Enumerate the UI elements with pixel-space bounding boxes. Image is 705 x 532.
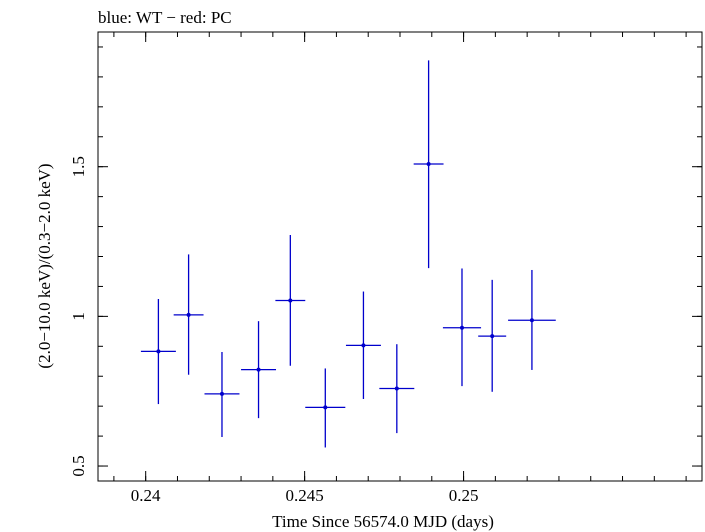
data-point	[379, 344, 415, 434]
y-tick-label: 1	[69, 312, 88, 321]
point-marker	[394, 386, 399, 391]
data-point	[305, 368, 346, 448]
point-marker	[323, 405, 328, 410]
point-marker	[186, 312, 191, 317]
point-marker	[219, 391, 224, 396]
data-point	[508, 269, 556, 370]
x-axis-label: Time Since 56574.0 MJD (days)	[272, 512, 494, 531]
point-marker	[426, 162, 431, 167]
chart-title: blue: WT − red: PC	[98, 8, 232, 27]
data-point	[345, 291, 381, 399]
point-marker	[361, 343, 366, 348]
x-tick-label: 0.25	[449, 486, 479, 505]
x-tick-label: 0.245	[286, 486, 324, 505]
data-point	[241, 321, 277, 419]
point-marker	[156, 349, 161, 354]
x-tick-label: 0.24	[131, 486, 161, 505]
point-marker	[529, 318, 534, 323]
data-point	[140, 299, 176, 405]
data-point	[173, 254, 204, 375]
y-axis-label: (2.0−10.0 keV)/(0.3−2.0 keV)	[35, 163, 54, 368]
y-tick-label: 1.5	[69, 156, 88, 177]
point-marker	[459, 325, 464, 330]
point-marker	[288, 298, 293, 303]
data-point	[413, 60, 444, 269]
point-marker	[490, 334, 495, 339]
data-points	[140, 60, 556, 448]
data-point	[204, 351, 240, 437]
data-point	[275, 234, 306, 366]
data-point	[442, 268, 482, 387]
point-marker	[256, 367, 261, 372]
axis-ticks: 0.24 0.245 0.25 0.5 1 1.5	[69, 32, 702, 505]
y-tick-label: 0.5	[69, 455, 88, 476]
data-point	[478, 279, 507, 392]
